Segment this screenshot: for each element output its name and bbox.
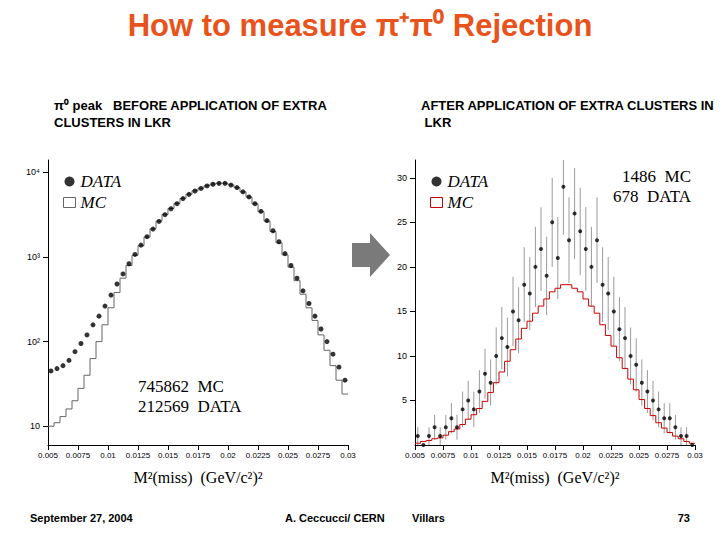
svg-text:73: 73 [678, 512, 690, 524]
svg-text:10: 10 [397, 351, 407, 361]
svg-text:0.015: 0.015 [158, 451, 179, 460]
svg-text:AFTER APPLICATION OF EXTRA CLU: AFTER APPLICATION OF EXTRA CLUSTERS IN [421, 98, 714, 113]
svg-text:0.03: 0.03 [687, 451, 703, 460]
svg-text:0.02: 0.02 [575, 451, 591, 460]
svg-text:20: 20 [397, 262, 407, 272]
svg-text:DATA: DATA [447, 172, 489, 191]
svg-text:10: 10 [30, 421, 40, 431]
svg-text:M²(miss) (GeV/c²)²: M²(miss) (GeV/c²)² [133, 469, 262, 487]
svg-text:CLUSTERS IN LKR: CLUSTERS IN LKR [54, 115, 172, 130]
svg-text:LKR: LKR [421, 115, 452, 130]
svg-text:0.0225: 0.0225 [246, 451, 271, 460]
svg-text:25: 25 [397, 217, 407, 227]
svg-text:1486 MC: 1486 MC [622, 167, 691, 186]
svg-text:0.0275: 0.0275 [655, 451, 680, 460]
svg-text:0.01: 0.01 [100, 451, 116, 460]
svg-text:0.015: 0.015 [517, 451, 538, 460]
svg-text:0.0125: 0.0125 [126, 451, 151, 460]
svg-text:0.0125: 0.0125 [487, 451, 512, 460]
svg-text:0.005: 0.005 [405, 451, 426, 460]
svg-text:0.0075: 0.0075 [66, 451, 91, 460]
svg-text:745862 MC: 745862 MC [138, 377, 224, 396]
svg-text:MC: MC [447, 193, 474, 212]
svg-text:0.0175: 0.0175 [186, 451, 211, 460]
svg-text:678 DATA: 678 DATA [613, 187, 692, 206]
svg-text:10⁴: 10⁴ [26, 167, 40, 177]
svg-text:212569 DATA: 212569 DATA [138, 397, 242, 416]
svg-text:0.01: 0.01 [463, 451, 479, 460]
svg-text:0.005: 0.005 [38, 451, 59, 460]
svg-text:September 27, 2004: September 27, 2004 [30, 512, 134, 524]
svg-text:0.0225: 0.0225 [599, 451, 624, 460]
svg-text:0.025: 0.025 [278, 451, 299, 460]
svg-text:10³: 10³ [27, 252, 40, 262]
svg-text:0.0175: 0.0175 [543, 451, 568, 460]
svg-text:30: 30 [397, 173, 407, 183]
svg-text:0.03: 0.03 [340, 451, 356, 460]
svg-text:0.025: 0.025 [629, 451, 650, 460]
svg-text:15: 15 [397, 306, 407, 316]
svg-text:π⁰ peak BEFORE APPLICATION O: π⁰ peak BEFORE APPLICATION OF EXTRA [54, 98, 330, 113]
svg-text:0.0075: 0.0075 [431, 451, 456, 460]
svg-text:0.0275: 0.0275 [306, 451, 331, 460]
svg-text:MC: MC [80, 193, 107, 212]
svg-text:A. Ceccucci/ CERN: A. Ceccucci/ CERN [285, 512, 385, 524]
svg-text:0.02: 0.02 [220, 451, 236, 460]
svg-text:Villars: Villars [412, 512, 445, 524]
svg-text:5: 5 [402, 395, 407, 405]
svg-text:M²(miss) (GeV/c²)²: M²(miss) (GeV/c²)² [490, 469, 619, 487]
svg-text:How to measure π⁺π⁰ Rejection: How to measure π⁺π⁰ Rejection [128, 8, 593, 43]
svg-text:DATA: DATA [80, 172, 122, 191]
svg-text:10²: 10² [27, 337, 40, 347]
